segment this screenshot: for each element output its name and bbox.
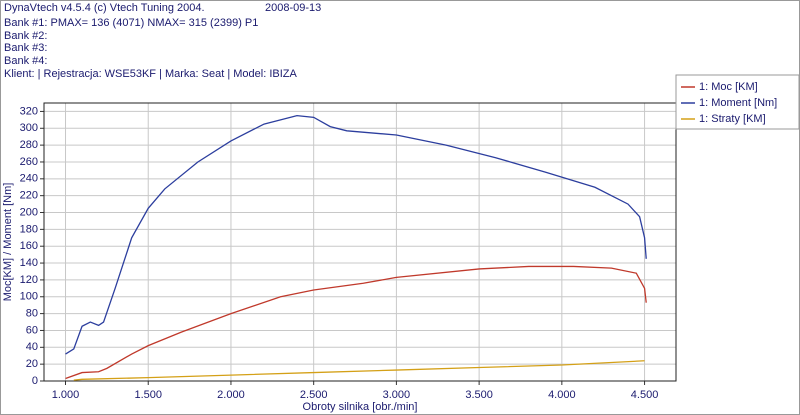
- x-tick-label: 2.000: [217, 389, 245, 401]
- y-tick-label: 180: [20, 223, 38, 235]
- y-tick-label: 300: [20, 122, 38, 134]
- header-line: Bank #4:: [4, 55, 47, 67]
- legend-box: [675, 74, 800, 130]
- legend-label: 1: Moment [Nm]: [699, 97, 777, 109]
- legend-label: 1: Straty [KM]: [699, 113, 766, 125]
- y-tick-label: 260: [20, 156, 38, 168]
- y-tick-label: 0: [32, 375, 38, 387]
- y-tick-label: 60: [26, 324, 38, 336]
- app-title: DynaVtech v4.5.4 (c) Vtech Tuning 2004.: [4, 2, 205, 14]
- y-tick-label: 100: [20, 291, 38, 303]
- x-tick-label: 2.500: [300, 389, 328, 401]
- y-tick-label: 40: [26, 341, 38, 353]
- y-tick-label: 240: [20, 173, 38, 185]
- y-tick-label: 200: [20, 206, 38, 218]
- series-line: [73, 360, 645, 381]
- x-axis-label: Obroty silnika [obr./min]: [303, 401, 418, 413]
- header-line: Bank #1: PMAX= 136 (4071) NMAX= 315 (239…: [4, 17, 258, 29]
- y-tick-label: 20: [26, 358, 38, 370]
- y-tick-label: 220: [20, 190, 38, 202]
- y-axis-label: Moc[KM] / Moment [Nm]: [2, 183, 14, 302]
- y-tick-label: 320: [20, 105, 38, 117]
- y-tick-label: 120: [20, 274, 38, 286]
- series-line: [65, 265, 647, 380]
- date: 2008-09-13: [265, 2, 321, 14]
- series-line: [65, 114, 647, 355]
- y-tick-label: 280: [20, 139, 38, 151]
- x-tick-label: 1.000: [52, 389, 80, 401]
- x-tick-label: 3.000: [383, 389, 411, 401]
- x-tick-label: 3.500: [465, 389, 493, 401]
- y-tick-label: 140: [20, 257, 38, 269]
- x-tick-label: 4.500: [631, 389, 659, 401]
- plot-border: [43, 102, 677, 382]
- y-tick-label: 80: [26, 308, 38, 320]
- header-line: Bank #2:: [4, 30, 47, 42]
- y-tick-label: 160: [20, 240, 38, 252]
- x-tick-label: 4.000: [548, 389, 576, 401]
- plot-area: [44, 103, 676, 381]
- x-tick-label: 1.500: [134, 389, 162, 401]
- legend-label: 1: Moc [KM]: [699, 81, 758, 93]
- header-line: Klient: | Rejestracja: WSE53KF | Marka: …: [4, 68, 298, 80]
- header-line: Bank #3:: [4, 42, 47, 54]
